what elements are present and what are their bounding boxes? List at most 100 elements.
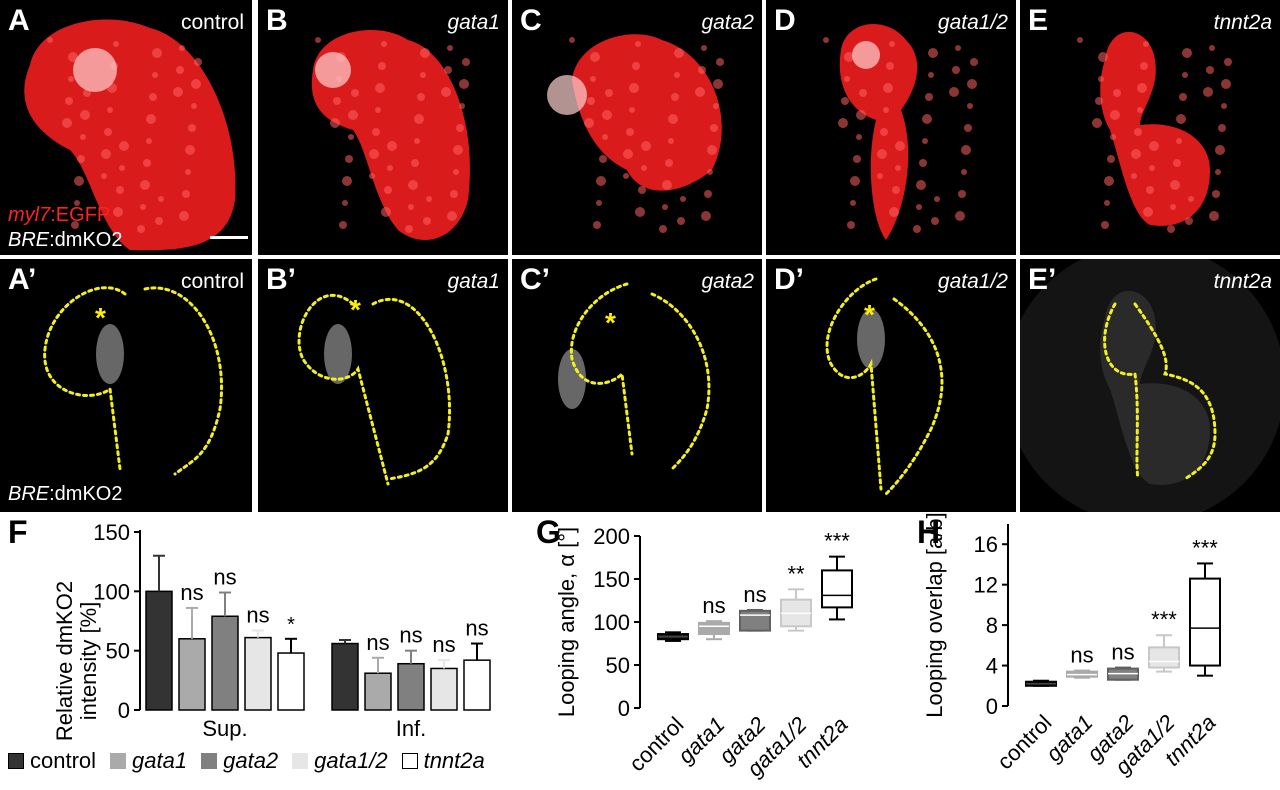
asterisk-marker: * [95, 302, 106, 333]
asterisk-marker: * [350, 294, 361, 325]
condition-label: control [180, 270, 244, 293]
condition-label: gata1 [447, 270, 500, 293]
y-tick-label: 100 [593, 610, 630, 635]
panel-label: B’ [266, 263, 296, 296]
y-tick-label: 150 [593, 567, 630, 592]
significance-label: ns [180, 580, 203, 605]
x-tick-label: gata1 [673, 712, 730, 769]
heart-fluorescence-image [547, 34, 724, 233]
channel-label-bre: BRE:dmKO2 [8, 483, 123, 505]
panel-label: D [774, 4, 796, 37]
significance-label: * [287, 614, 295, 636]
y-tick-label: 0 [618, 696, 630, 721]
bar [244, 636, 272, 711]
legend-label: gata2 [223, 748, 279, 773]
significance-label: ns [702, 593, 725, 618]
bar [145, 590, 173, 711]
y-tick-label: 50 [606, 653, 630, 678]
legend-label: control [30, 748, 97, 773]
bar [211, 615, 239, 711]
y-tick-label: 8 [986, 613, 998, 638]
asterisk-marker: * [864, 299, 875, 330]
micrograph-bre-b-prime: B’ gata1 * [258, 259, 508, 512]
y-axis-label: Looping overlap [a/b] [922, 512, 947, 718]
y-tick-label: 0 [118, 698, 130, 723]
legend-label: tnnt2a [423, 748, 485, 773]
channel-label-myl7: myl7:EGFP [8, 204, 111, 226]
significance-label: ns [743, 582, 766, 607]
significance-label: ns [366, 630, 389, 655]
condition-label: gata1 [447, 11, 500, 34]
significance-label: ns [432, 632, 455, 657]
bar [331, 642, 359, 711]
y-tick-label: 50 [106, 639, 130, 664]
y-tick-label: 16 [974, 532, 998, 557]
heart-fluorescence-image [311, 30, 470, 240]
y-tick-label: 150 [93, 520, 130, 545]
legend-swatch [8, 753, 24, 769]
condition-label: tnnt2a [1213, 270, 1272, 293]
significance-label: ns [1111, 640, 1134, 665]
condition-label: tnnt2a [1213, 11, 1272, 34]
panel-label: A’ [8, 263, 37, 296]
legend-swatch [110, 753, 127, 769]
scale-bar [210, 236, 248, 239]
micrograph-bre-a-prime: A’ control * BRE:dmKO2 [0, 259, 252, 512]
condition-label: gata2 [701, 11, 754, 34]
group-label: Inf. [396, 716, 427, 741]
micrograph-bre-e-prime: E’ tnnt2a [1020, 259, 1280, 512]
significance-label: ns [213, 565, 236, 590]
y-tick-label: 200 [593, 524, 630, 549]
heart-fluorescence-image [823, 23, 978, 241]
condition-label: gata1/2 [937, 11, 1008, 34]
box [739, 609, 771, 632]
y-axis-label: Relative dmKO2intensity [%] [52, 581, 101, 741]
panel-label: C’ [520, 263, 550, 296]
legend-swatch [292, 753, 309, 769]
panel-label: E [1028, 4, 1049, 37]
heart-outline-image [1020, 259, 1280, 512]
heart-outline-image [43, 286, 223, 476]
bar [397, 662, 425, 711]
asterisk-marker: * [605, 307, 616, 338]
bar [178, 638, 206, 711]
y-tick-label: 4 [986, 654, 998, 679]
box [1148, 646, 1180, 669]
bar [430, 667, 458, 711]
heart-fluorescence-image [24, 19, 236, 251]
bar [463, 659, 491, 711]
y-axis-label: Looping angle, α [°] [554, 527, 579, 717]
significance-label: ns [465, 616, 488, 641]
significance-label: ns [399, 623, 422, 648]
channel-label-bre: BRE:dmKO2 [8, 229, 123, 251]
box [698, 621, 730, 636]
condition-label: gata2 [701, 270, 754, 293]
legend-label: gata1 [132, 748, 188, 773]
legend-label: gata1/2 [314, 748, 388, 773]
panel-label: A [8, 4, 30, 37]
y-tick-label: 0 [986, 694, 998, 719]
panel-label: C [520, 4, 542, 37]
micrograph-bre-d-prime: D’ gata1/2 * [766, 259, 1016, 512]
box [1189, 577, 1221, 667]
legend-swatch [201, 753, 218, 769]
group-label: Sup. [202, 716, 247, 741]
panel-label: D’ [774, 263, 804, 296]
significance-label: ns [1070, 643, 1093, 668]
significance-label: *** [1151, 607, 1177, 632]
x-tick-label: gata1 [1041, 710, 1098, 767]
bar [277, 652, 305, 711]
panel-label: B [266, 4, 288, 37]
significance-label: ** [787, 561, 805, 586]
heart-outline-image [825, 277, 944, 496]
box [821, 569, 853, 609]
heart-outline-image [297, 294, 451, 486]
significance-label: *** [1192, 535, 1218, 560]
panel-label-h: H [917, 514, 941, 550]
